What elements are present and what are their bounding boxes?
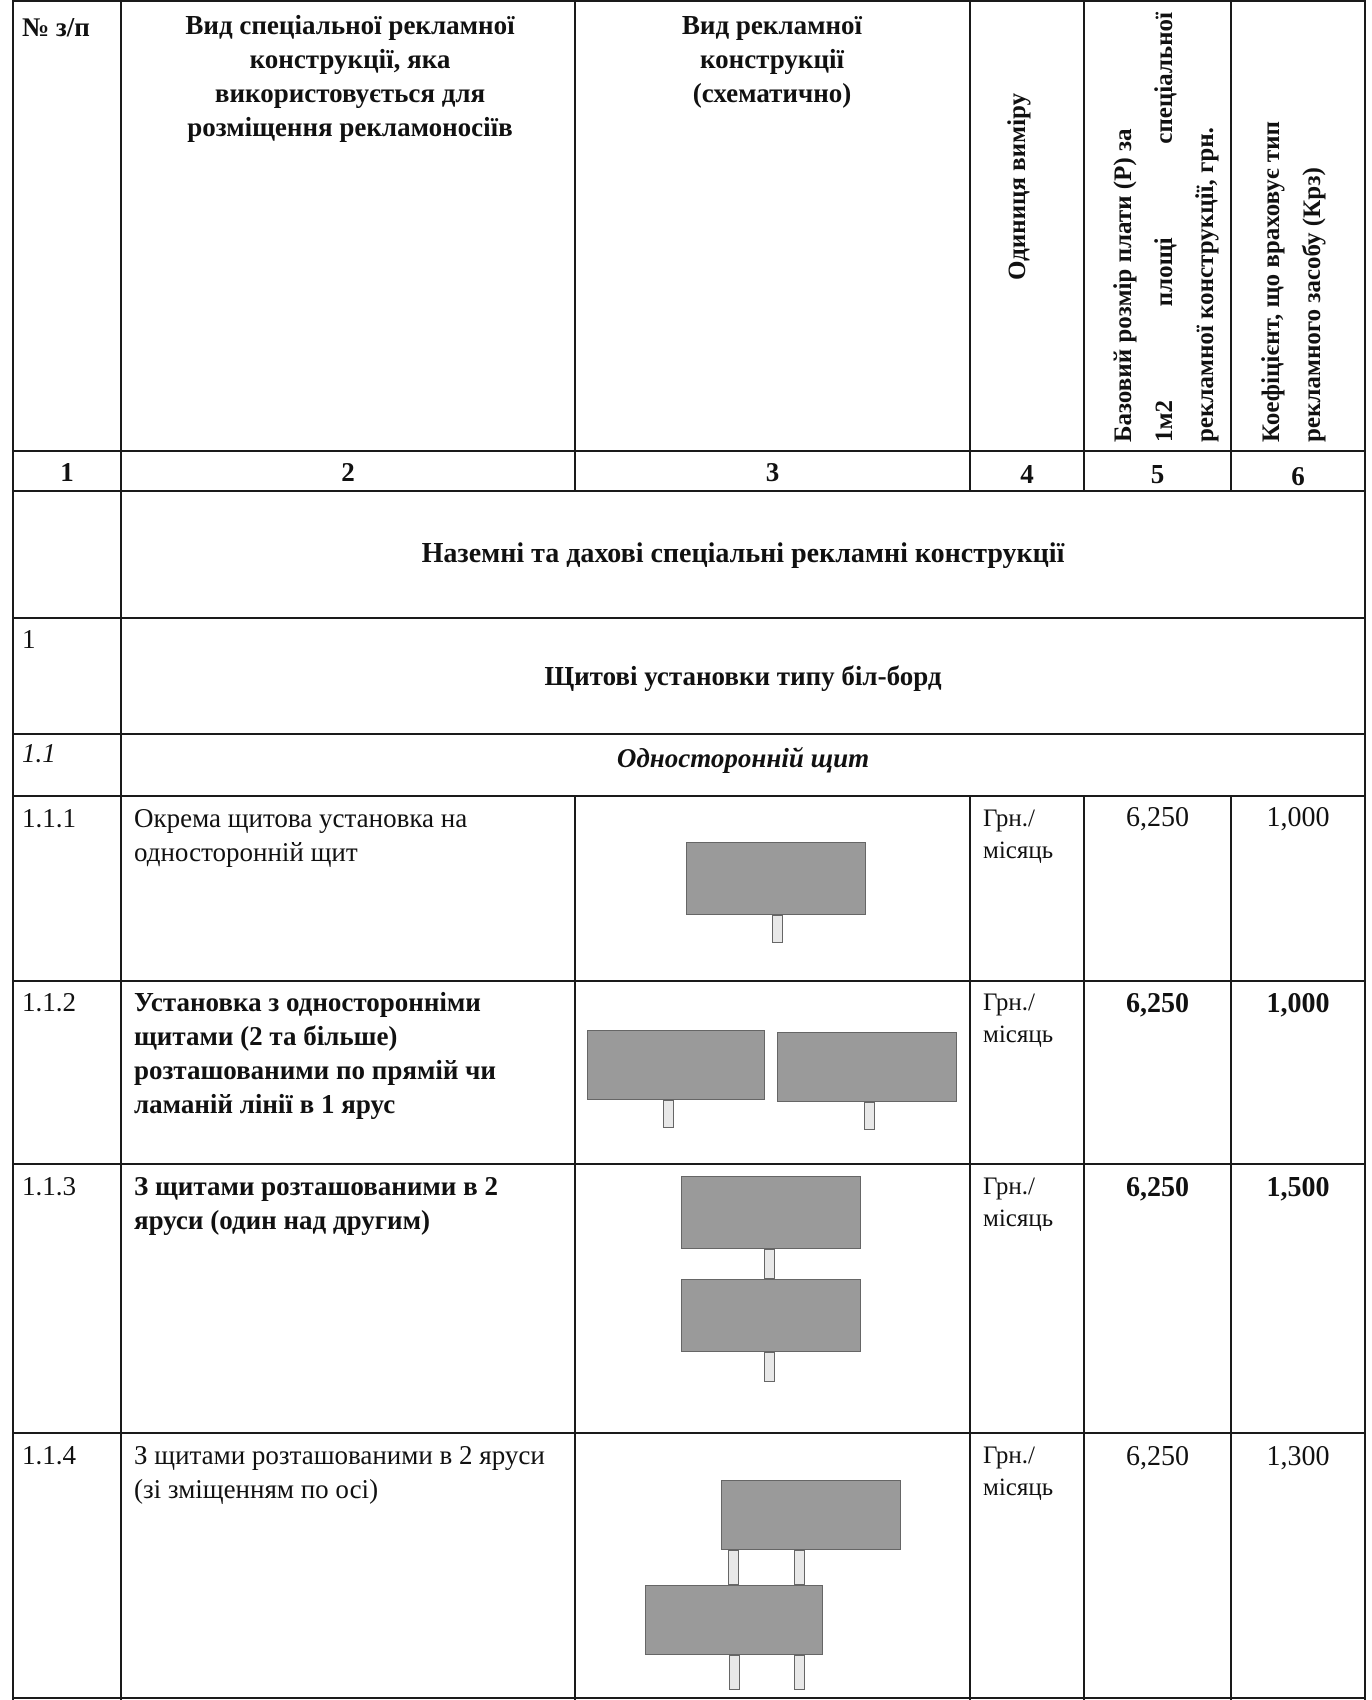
column-number: 2 xyxy=(341,457,355,487)
row-number: 1.1.2 xyxy=(22,987,76,1017)
row-coefficient: 1,300 xyxy=(1266,1441,1330,1472)
header-coefficient-line: рекламного засобу (Крз) xyxy=(1299,167,1326,442)
row-price: 6,250 xyxy=(1126,1172,1189,1203)
row-price: 6,250 xyxy=(1126,802,1189,833)
row-description: Установка з односторонніми щитами (2 та … xyxy=(134,987,496,1119)
row-unit: місяць xyxy=(983,1021,1054,1048)
column-number: 6 xyxy=(1291,461,1305,491)
header-unit: Одиниця виміру xyxy=(1004,92,1031,280)
header-schematic: Вид рекламної конструкції (схематично) xyxy=(681,10,863,108)
row-description: Окрема щитова установка на односторонній… xyxy=(134,803,468,867)
row-unit: Грн./ xyxy=(983,1442,1035,1469)
row-unit: Грн./ xyxy=(983,1173,1035,1200)
row-coefficient: 1,000 xyxy=(1266,988,1330,1019)
billboard-panel xyxy=(587,1030,765,1100)
row-description: З щитами розташованими в 2 яруси (один н… xyxy=(134,1171,498,1235)
group-title: Щитові установки типу біл-борд xyxy=(544,661,942,691)
billboard-post xyxy=(794,1550,805,1585)
billboard-panel xyxy=(681,1279,861,1352)
row-number: 1.1.4 xyxy=(22,1440,76,1470)
header-base-fee-line: рекламної конструкції, грн. xyxy=(1192,127,1219,442)
header-number: № з/п xyxy=(22,12,90,42)
row-price: 6,250 xyxy=(1126,988,1189,1019)
row-number: 1.1.1 xyxy=(22,803,76,833)
billboard-post xyxy=(864,1102,875,1130)
column-number: 5 xyxy=(1150,459,1165,489)
billboard-panel xyxy=(686,842,866,915)
column-number: 4 xyxy=(1020,459,1034,489)
row-price: 6,250 xyxy=(1126,1441,1189,1472)
row-coefficient: 1,000 xyxy=(1266,802,1330,833)
section-title: Наземні та дахові спеціальні рекламні ко… xyxy=(421,538,1065,569)
billboard-panel xyxy=(681,1176,861,1249)
billboard-post xyxy=(764,1352,775,1382)
billboard-panel xyxy=(721,1480,901,1550)
row-coefficient: 1,500 xyxy=(1266,1172,1330,1203)
header-base-fee-line: Базовий розмір плати (Р) за xyxy=(1110,128,1137,442)
header-base-fee-line: 1м2 площі спеціальної xyxy=(1151,12,1178,442)
billboard-post xyxy=(729,1655,740,1690)
row-unit: місяць xyxy=(983,837,1054,864)
billboard-panel xyxy=(645,1585,823,1655)
billboard-post xyxy=(794,1655,805,1690)
subgroup-number: 1.1 xyxy=(22,738,56,768)
row-unit: Грн./ xyxy=(983,805,1035,832)
billboard-post xyxy=(663,1100,674,1128)
column-number: 3 xyxy=(765,457,780,487)
billboard-panel xyxy=(777,1032,957,1102)
group-number: 1 xyxy=(22,624,36,654)
row-number: 1.1.3 xyxy=(22,1171,76,1201)
subgroup-title: Односторонній щит xyxy=(616,743,870,773)
billboard-post xyxy=(772,915,783,943)
row-unit: місяць xyxy=(983,1205,1054,1232)
billboard-post xyxy=(728,1550,739,1585)
billboard-post xyxy=(764,1249,775,1279)
row-description: З щитами розташованими в 2 яруси (зі змі… xyxy=(134,1440,545,1504)
row-unit: місяць xyxy=(983,1474,1054,1501)
header-construction-type: Вид спеціальної рекламної конструкції, я… xyxy=(185,10,515,142)
column-number: 1 xyxy=(60,457,74,487)
row-unit: Грн./ xyxy=(983,989,1035,1016)
header-coefficient-line: Коефіцієнт, що враховує тип xyxy=(1258,121,1285,442)
